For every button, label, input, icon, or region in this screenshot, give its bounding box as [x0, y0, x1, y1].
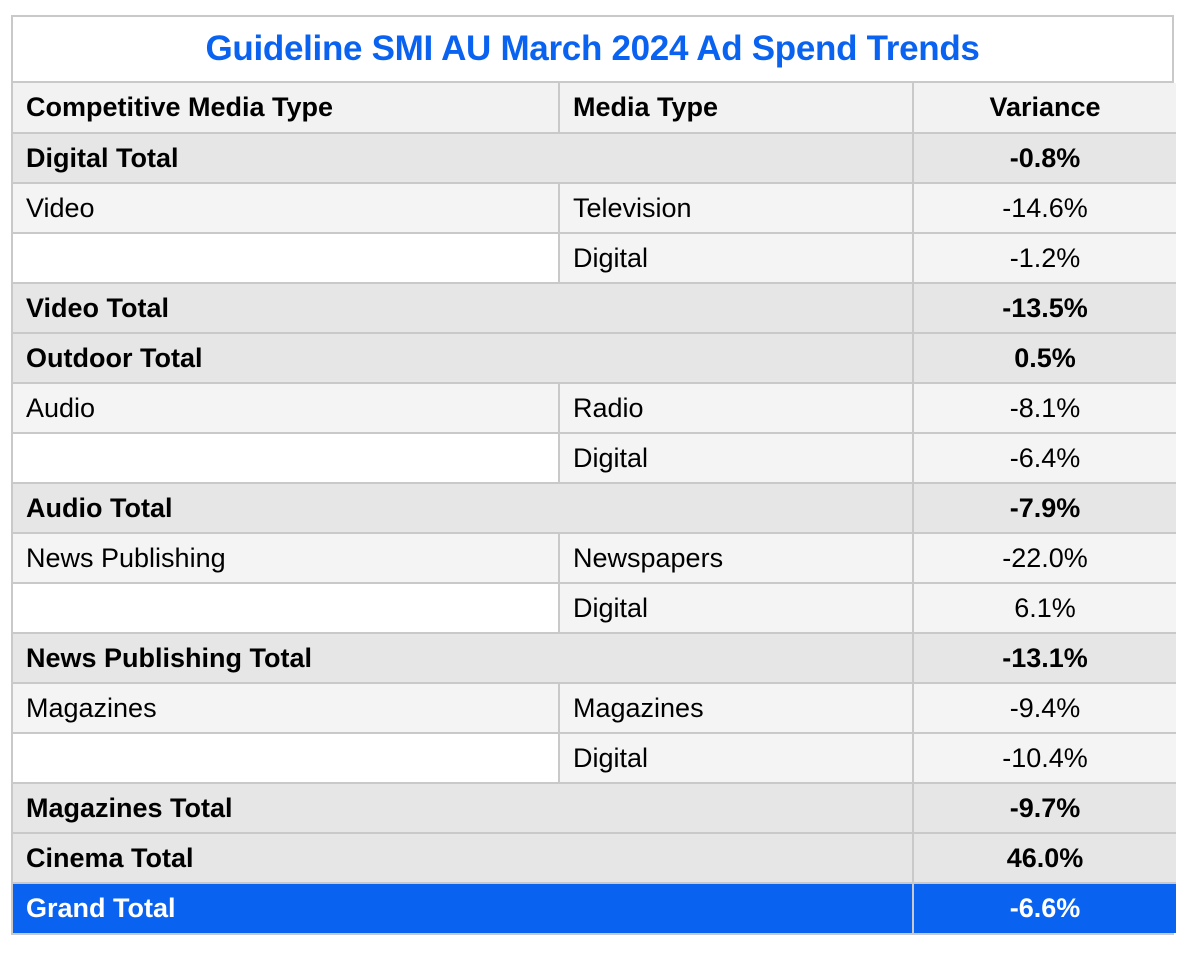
table-row-detail: News Publishing Newspapers -22.0%	[13, 532, 1176, 584]
table-row-detail: Magazines Magazines -9.4%	[13, 682, 1176, 734]
cell-total-label: Cinema Total	[13, 832, 914, 884]
cell-competitive-media-type	[13, 732, 560, 784]
cell-total-variance: -9.7%	[912, 782, 1176, 834]
cell-media-type: Digital	[558, 582, 914, 634]
cell-total-variance: -0.8%	[912, 133, 1176, 184]
cell-total-variance: 0.5%	[912, 332, 1176, 384]
cell-total-label: News Publishing Total	[13, 632, 914, 684]
table-row-total: Magazines Total -9.7%	[13, 782, 1176, 834]
cell-competitive-media-type: Video	[13, 182, 560, 234]
table-row-total: Outdoor Total 0.5%	[13, 332, 1176, 384]
table-row-detail: Digital 6.1%	[13, 582, 1176, 634]
cell-media-type: Digital	[558, 732, 914, 784]
grand-total-variance: -6.6%	[912, 882, 1176, 933]
cell-media-type: Digital	[558, 432, 914, 484]
table-row-total: Digital Total -0.8%	[13, 133, 1176, 184]
table-body: Digital Total -0.8% Video Television -14.6% D…	[13, 133, 1176, 933]
cell-competitive-media-type	[13, 232, 560, 284]
cell-media-type: Television	[558, 182, 914, 234]
header-variance: Variance	[912, 83, 1176, 134]
table-row-detail: Audio Radio -8.1%	[13, 382, 1176, 434]
table-row-detail: Digital -1.2%	[13, 232, 1176, 284]
cell-competitive-media-type	[13, 582, 560, 634]
ad-spend-table-container: Guideline SMI AU March 2024 Ad Spend Tre…	[11, 15, 1176, 935]
cell-competitive-media-type: Magazines	[13, 682, 560, 734]
table-row-total: Audio Total -7.9%	[13, 482, 1176, 534]
table-row-total: Cinema Total 46.0%	[13, 832, 1176, 884]
cell-variance: -22.0%	[912, 532, 1176, 584]
cell-media-type: Newspapers	[558, 532, 914, 584]
cell-total-label: Digital Total	[13, 133, 914, 184]
grand-total-label: Grand Total	[13, 882, 914, 933]
cell-competitive-media-type: News Publishing	[13, 532, 560, 584]
cell-media-type: Radio	[558, 382, 914, 434]
table-row-total: News Publishing Total -13.1%	[13, 632, 1176, 684]
cell-total-label: Audio Total	[13, 482, 914, 534]
header-row: Competitive Media Type Media Type Varian…	[13, 83, 1176, 134]
table-row-total: Video Total -13.5%	[13, 282, 1176, 334]
ad-spend-table: Competitive Media Type Media Type Varian…	[13, 83, 1176, 933]
cell-total-variance: -13.5%	[912, 282, 1176, 334]
header-competitive-media-type: Competitive Media Type	[13, 83, 560, 134]
cell-media-type: Magazines	[558, 682, 914, 734]
grand-total-row: Grand Total -6.6%	[13, 882, 1176, 933]
table-row-detail: Digital -6.4%	[13, 432, 1176, 484]
table-row-detail: Digital -10.4%	[13, 732, 1176, 784]
cell-variance: -10.4%	[912, 732, 1176, 784]
cell-total-label: Video Total	[13, 282, 914, 334]
cell-media-type: Digital	[558, 232, 914, 284]
cell-total-label: Outdoor Total	[13, 332, 914, 384]
cell-total-label: Magazines Total	[13, 782, 914, 834]
cell-variance: 6.1%	[912, 582, 1176, 634]
cell-variance: -14.6%	[912, 182, 1176, 234]
cell-total-variance: -13.1%	[912, 632, 1176, 684]
cell-total-variance: 46.0%	[912, 832, 1176, 884]
table-row-detail: Video Television -14.6%	[13, 182, 1176, 234]
cell-variance: -8.1%	[912, 382, 1176, 434]
header-media-type: Media Type	[558, 83, 914, 134]
cell-variance: -1.2%	[912, 232, 1176, 284]
cell-competitive-media-type	[13, 432, 560, 484]
cell-variance: -9.4%	[912, 682, 1176, 734]
cell-total-variance: -7.9%	[912, 482, 1176, 534]
table-title: Guideline SMI AU March 2024 Ad Spend Tre…	[13, 17, 1172, 83]
cell-variance: -6.4%	[912, 432, 1176, 484]
cell-competitive-media-type: Audio	[13, 382, 560, 434]
